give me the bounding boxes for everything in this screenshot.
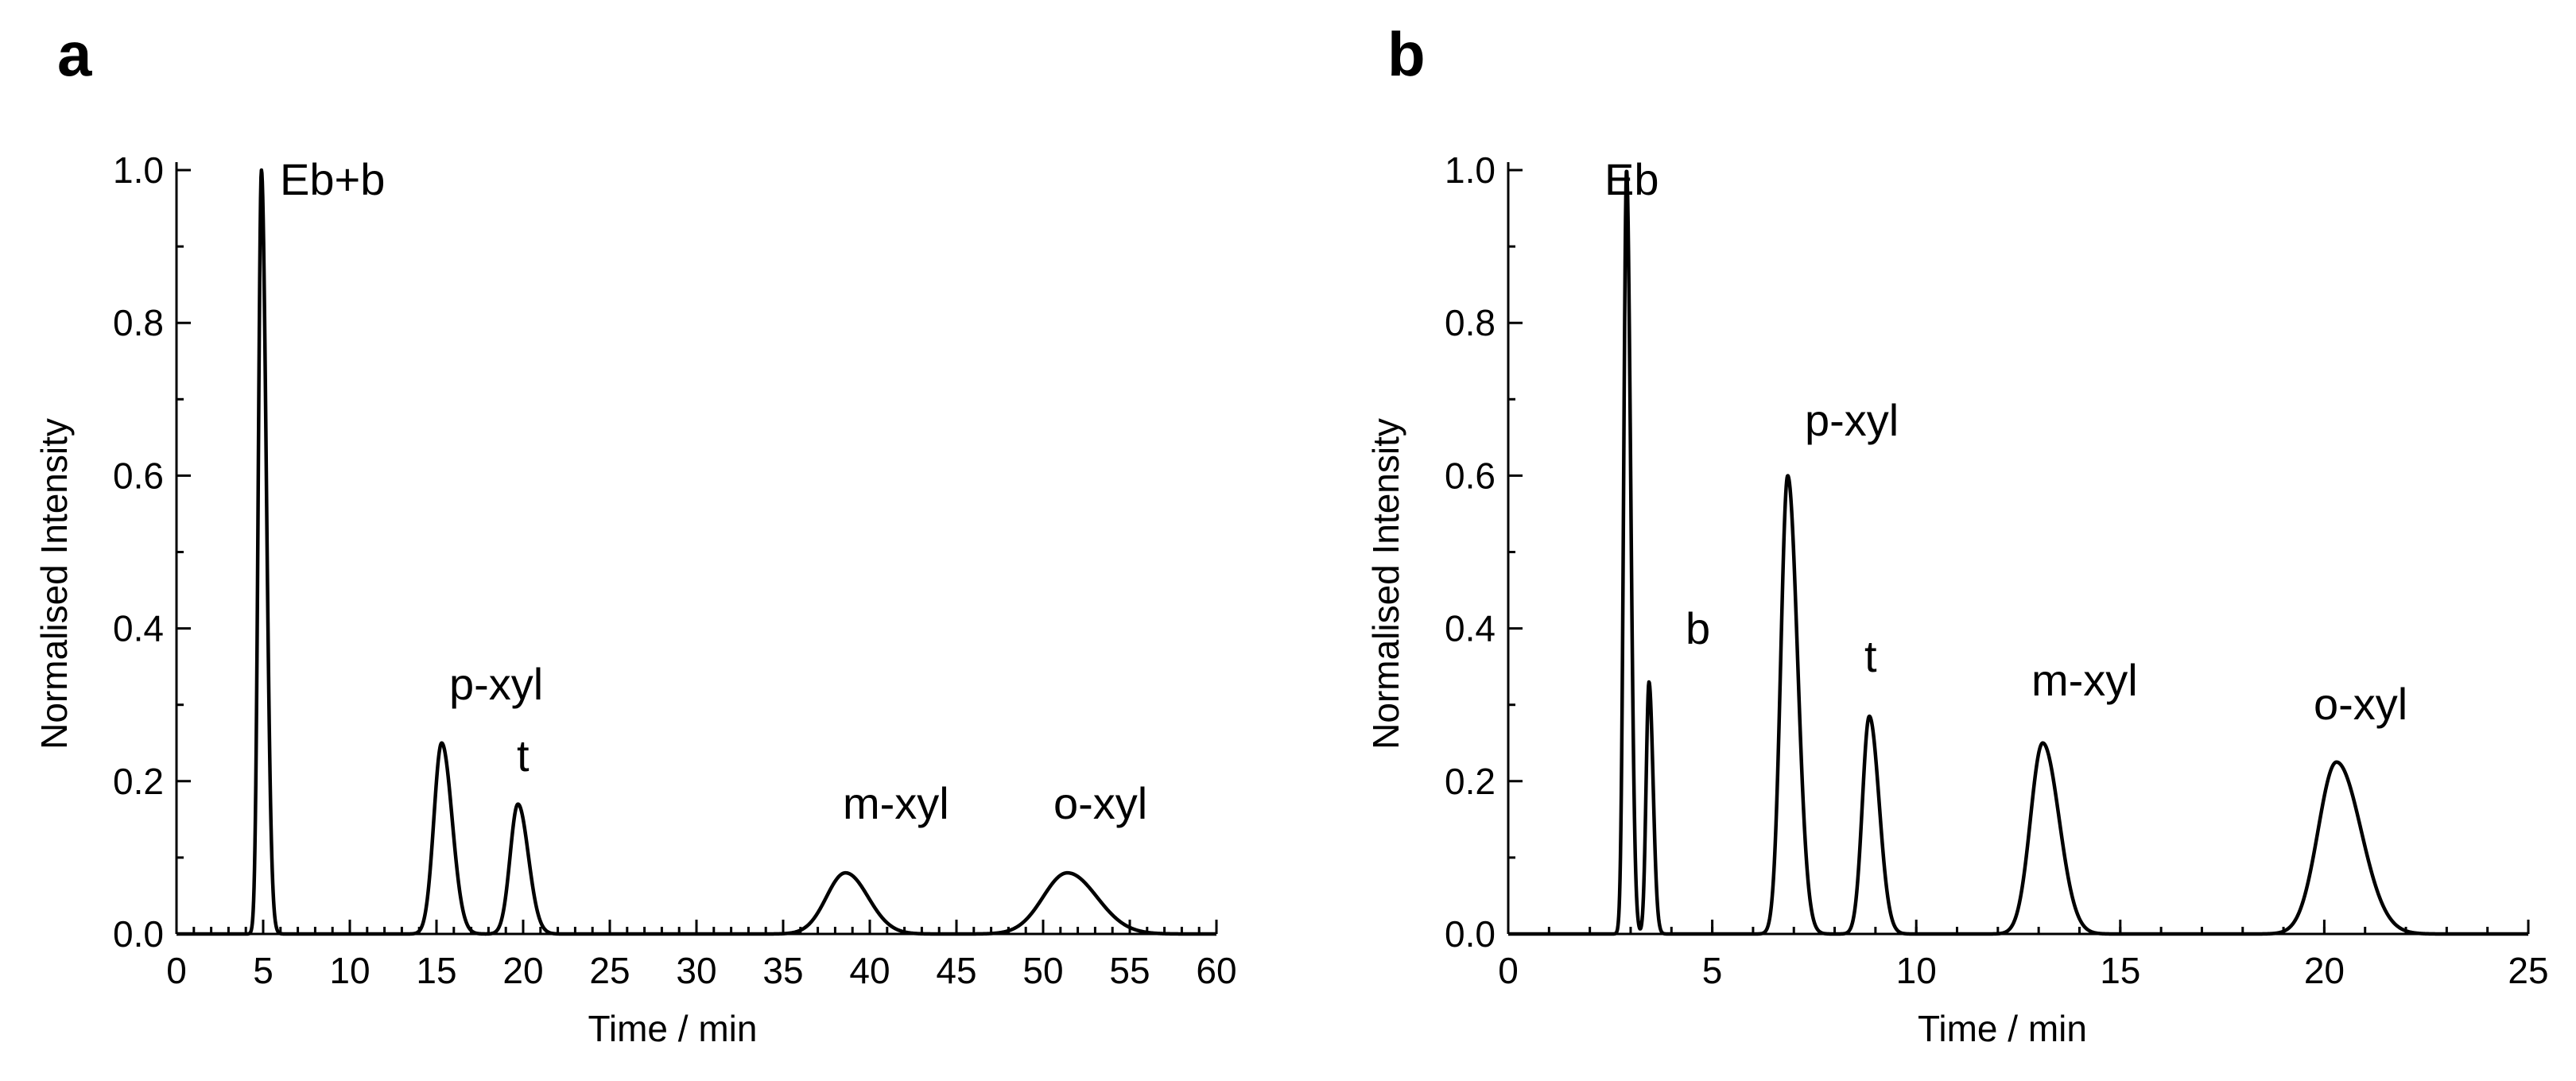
peak-label-t: t (517, 730, 530, 781)
y-tick-label: 0.6 (1445, 455, 1496, 496)
peak-point-Eb+b (260, 169, 263, 172)
chromatogram-trace (175, 168, 1218, 936)
chart-panel-a: a 0 5 10 15 20 25 30 35 40 45 50 55 60 0.0 0.2 0.4 0.6 0.8… (33, 19, 1237, 1049)
x-tick-label: 60 (1196, 950, 1236, 991)
x-tick-label: 25 (2508, 950, 2548, 991)
y-tick-label: 0.6 (113, 455, 164, 496)
x-tick-label: 15 (416, 950, 456, 991)
x-tick-label: 35 (762, 950, 803, 991)
peak-label-p-xyl: p-xyl (449, 659, 543, 709)
peak-label-m-xyl: m-xyl (2031, 655, 2138, 705)
x-tick-label: 5 (253, 950, 274, 991)
peak-label-p-xyl: p-xyl (1805, 395, 1899, 445)
x-tick-label: 15 (2100, 950, 2140, 991)
x-axis-title: Time / min (588, 1008, 758, 1049)
x-tick-label: 20 (2304, 950, 2345, 991)
x-tick-label: 55 (1109, 950, 1150, 991)
peak-point-m-xyl (844, 871, 847, 874)
y-tick-label: 0.4 (113, 608, 164, 649)
peak-point-p-xyl (440, 742, 444, 745)
x-tick-label: 5 (1702, 950, 1723, 991)
x-tick-label: 10 (1896, 950, 1937, 991)
x-axis-title: Time / min (1918, 1008, 2087, 1049)
panel-letter: b (1387, 19, 1426, 89)
peak-label-Eb: Eb (1604, 154, 1659, 204)
peak-label-t: t (1864, 631, 1877, 681)
y-tick-label: 0.2 (1445, 761, 1496, 802)
x-tick-label: 20 (502, 950, 543, 991)
peak-label-o-xyl: o-xyl (2314, 679, 2407, 729)
peak-label-o-xyl: o-xyl (1053, 778, 1147, 828)
peak-point-o-xyl (2335, 761, 2338, 764)
chart-panel-b: b 0 5 10 15 20 25 0.0 0.2 0.4 0.6 0.8 1.0 Time / min N… (1365, 19, 2549, 1049)
peak-point-t (1868, 715, 1871, 718)
peak-point-t (516, 803, 519, 806)
panel-letter: a (57, 19, 92, 89)
y-tick-label: 0.2 (113, 761, 164, 802)
x-tick-label: 0 (1498, 950, 1519, 991)
x-tick-label: 10 (329, 950, 370, 991)
peak-label-b: b (1686, 603, 1710, 653)
x-tick-label: 0 (166, 950, 187, 991)
y-axis-title: Normalised Intensity (33, 418, 75, 750)
peak-point-b (1647, 680, 1651, 684)
peak-label-Eb+b: Eb+b (280, 154, 385, 204)
y-tick-label: 0.4 (1445, 608, 1496, 649)
peak-point-p-xyl (1787, 474, 1790, 477)
x-tick-label: 45 (936, 950, 976, 991)
y-tick-label: 0.0 (1445, 913, 1496, 955)
chromatogram-trace (1507, 169, 2530, 936)
peak-point-o-xyl (1066, 871, 1069, 874)
x-tick-label: 50 (1022, 950, 1063, 991)
x-tick-label: 25 (589, 950, 630, 991)
peak-point-m-xyl (2041, 742, 2044, 745)
x-tick-label: 40 (849, 950, 890, 991)
y-tick-label: 1.0 (113, 149, 164, 191)
x-tick-label: 30 (676, 950, 716, 991)
y-axis-title: Normalised Intensity (1365, 418, 1406, 750)
y-tick-label: 0.8 (1445, 302, 1496, 343)
y-tick-label: 0.8 (113, 302, 164, 343)
y-tick-label: 0.0 (113, 913, 164, 955)
y-tick-label: 1.0 (1445, 149, 1496, 191)
peak-label-m-xyl: m-xyl (843, 778, 949, 828)
